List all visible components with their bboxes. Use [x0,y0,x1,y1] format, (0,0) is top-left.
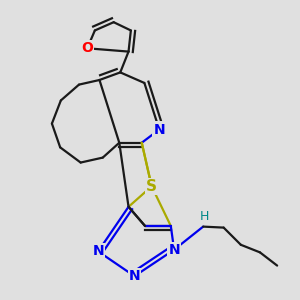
Text: N: N [168,243,180,257]
Text: O: O [81,41,93,55]
Text: H: H [200,210,209,223]
Text: N: N [92,244,104,258]
Text: N: N [129,269,140,283]
Text: S: S [146,179,157,194]
Text: N: N [153,122,165,136]
